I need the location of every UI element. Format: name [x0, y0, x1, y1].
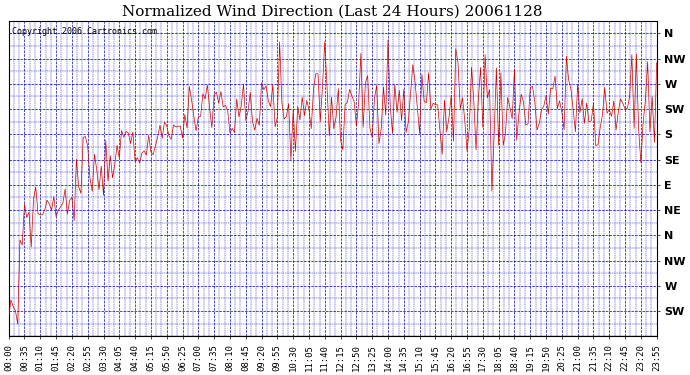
Text: Copyright 2006 Cartronics.com: Copyright 2006 Cartronics.com — [12, 27, 157, 36]
Title: Normalized Wind Direction (Last 24 Hours) 20061128: Normalized Wind Direction (Last 24 Hours… — [122, 4, 543, 18]
